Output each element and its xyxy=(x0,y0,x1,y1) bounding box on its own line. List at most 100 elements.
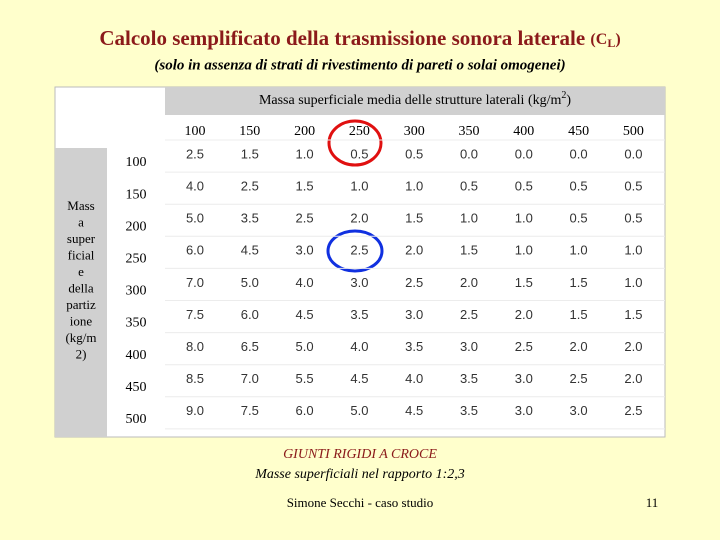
table-cell: 3.0 xyxy=(296,243,314,258)
table-cell: 4.5 xyxy=(405,403,423,418)
table-cell: 2.5 xyxy=(515,339,533,354)
table-cell: 1.5 xyxy=(460,243,478,258)
footer-author: Simone Secchi - caso studio xyxy=(287,495,434,510)
title-subscript: L xyxy=(607,36,615,50)
table-cell: 5.0 xyxy=(186,211,204,226)
table-cell: 2.5 xyxy=(460,307,478,322)
slide-title: Calcolo semplificato della trasmissione … xyxy=(99,26,620,50)
table-cell: 0.0 xyxy=(460,146,478,161)
table-cell: 0.5 xyxy=(515,179,533,194)
table-cell: 3.5 xyxy=(405,339,423,354)
table-cell: 0.0 xyxy=(624,146,642,161)
column-group-sup: 2 xyxy=(561,90,566,101)
row-header: 100 xyxy=(126,155,147,170)
table-cell: 2.0 xyxy=(624,371,642,386)
table-cell: 6.0 xyxy=(296,403,314,418)
column-header: 350 xyxy=(459,124,480,139)
column-group-close: ) xyxy=(566,93,571,108)
table-cell: 2.0 xyxy=(405,243,423,258)
table-cell: 7.5 xyxy=(241,403,259,418)
table-cell: 1.0 xyxy=(624,275,642,290)
table-cell: 4.5 xyxy=(350,371,368,386)
table-cell: 1.0 xyxy=(624,243,642,258)
column-header: 250 xyxy=(349,124,370,139)
row-group-label: e xyxy=(78,264,84,279)
table-cell: 1.5 xyxy=(570,307,588,322)
title-text: Calcolo semplificato della trasmissione … xyxy=(99,26,585,50)
table-cell: 0.5 xyxy=(570,179,588,194)
table-cell: 3.0 xyxy=(570,403,588,418)
row-group-label: 2) xyxy=(76,346,87,361)
table-cell: 4.0 xyxy=(296,275,314,290)
subtitle: (solo in assenza di strati di rivestimen… xyxy=(154,57,565,73)
table-cell: 9.0 xyxy=(186,403,204,418)
table-cell: 4.0 xyxy=(405,371,423,386)
table-cell: 0.5 xyxy=(624,179,642,194)
table-cell: 7.5 xyxy=(186,307,204,322)
table-cell: 2.0 xyxy=(570,339,588,354)
row-header: 150 xyxy=(126,187,147,202)
table-cell: 1.5 xyxy=(515,275,533,290)
table-cell: 0.0 xyxy=(515,146,533,161)
table-cell: 0.5 xyxy=(350,146,368,161)
column-header: 150 xyxy=(239,124,260,139)
caption-line2: Masse superficiali nel rapporto 1:2,3 xyxy=(254,467,465,482)
page-number: 11 xyxy=(646,495,659,510)
table-cell: 2.5 xyxy=(186,146,204,161)
column-header: 300 xyxy=(404,124,425,139)
row-group-label: (kg/m xyxy=(65,330,96,345)
table-cell: 1.0 xyxy=(570,243,588,258)
table-cell: 5.5 xyxy=(296,371,314,386)
row-group-label: partiz xyxy=(66,297,96,312)
table-cell: 3.0 xyxy=(405,307,423,322)
table-cell: 3.5 xyxy=(460,403,478,418)
table-cell: 1.5 xyxy=(570,275,588,290)
row-group-label: super xyxy=(67,231,96,246)
table-cell: 2.5 xyxy=(570,371,588,386)
table-cell: 2.5 xyxy=(350,243,368,258)
row-group-label: ficial xyxy=(68,247,95,262)
table-cell: 3.0 xyxy=(460,339,478,354)
row-header: 300 xyxy=(126,284,147,299)
table-cell: 2.0 xyxy=(460,275,478,290)
table-cell: 2.0 xyxy=(515,307,533,322)
table-cell: 7.0 xyxy=(186,275,204,290)
highlight-blue xyxy=(326,229,384,273)
table-cell: 2.5 xyxy=(296,211,314,226)
table-cell: 1.5 xyxy=(624,307,642,322)
column-header: 400 xyxy=(513,124,534,139)
table-cell: 0.5 xyxy=(460,179,478,194)
table-cell: 3.0 xyxy=(515,403,533,418)
table-cell: 4.0 xyxy=(186,179,204,194)
table-cell: 0.5 xyxy=(405,146,423,161)
table-cell: 3.0 xyxy=(350,275,368,290)
column-header: 500 xyxy=(623,124,644,139)
row-group-label: della xyxy=(68,280,93,295)
table-cell: 1.0 xyxy=(460,211,478,226)
table-cell: 4.5 xyxy=(241,243,259,258)
column-header: 450 xyxy=(568,124,589,139)
row-group-label: a xyxy=(78,214,84,229)
table-cell: 5.0 xyxy=(350,403,368,418)
row-header: 400 xyxy=(126,348,147,363)
table-cell: 3.0 xyxy=(515,371,533,386)
table-cell: 1.5 xyxy=(241,146,259,161)
table-cell: 1.0 xyxy=(515,211,533,226)
title-symbol: (C xyxy=(590,31,607,48)
table-cell: 8.5 xyxy=(186,371,204,386)
table-cell: 3.5 xyxy=(241,211,259,226)
table-cell: 8.0 xyxy=(186,339,204,354)
highlight-red xyxy=(327,119,383,167)
column-group-label: Massa superficiale media delle strutture… xyxy=(259,90,571,108)
table-cell: 4.0 xyxy=(350,339,368,354)
table-cell: 1.0 xyxy=(405,179,423,194)
column-header: 100 xyxy=(185,124,206,139)
table-cell: 4.5 xyxy=(296,307,314,322)
row-group-header xyxy=(55,148,107,437)
table-cell: 2.0 xyxy=(350,211,368,226)
table-cell: 0.0 xyxy=(570,146,588,161)
table-cell: 2.0 xyxy=(624,339,642,354)
caption-line1: GIUNTI RIGIDI A CROCE xyxy=(283,447,437,462)
table-cell: 0.5 xyxy=(624,211,642,226)
